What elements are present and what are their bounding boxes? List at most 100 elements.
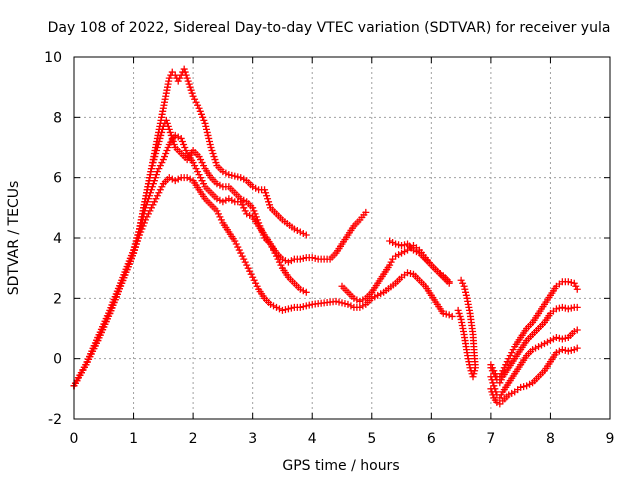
data-point — [183, 74, 191, 82]
data-point — [386, 261, 394, 269]
data-point — [150, 177, 158, 185]
data-point — [148, 183, 156, 191]
data-point — [205, 134, 213, 142]
data-point — [165, 125, 173, 133]
data-point — [145, 192, 153, 200]
data-point — [489, 379, 497, 387]
data-point — [469, 373, 477, 381]
y-tick-label: -2 — [48, 412, 62, 428]
data-point — [261, 186, 269, 194]
data-point — [194, 168, 202, 176]
y-tick-label: 6 — [53, 171, 62, 187]
data-point — [200, 180, 208, 188]
data-point — [195, 171, 203, 179]
data-point — [180, 140, 188, 148]
data-point — [277, 261, 285, 269]
data-point — [496, 379, 504, 387]
data-point — [153, 147, 161, 155]
data-point — [250, 276, 258, 284]
data-point — [163, 147, 171, 155]
series-track-g — [454, 276, 479, 381]
data-point — [509, 346, 517, 354]
data-point — [246, 267, 254, 275]
data-point — [241, 207, 249, 215]
data-point — [155, 165, 163, 173]
data-point — [191, 162, 199, 170]
data-point — [238, 201, 246, 209]
data-point — [178, 137, 186, 145]
data-point — [141, 204, 149, 212]
data-point — [252, 279, 260, 287]
data-point — [488, 376, 496, 384]
data-point — [505, 355, 513, 363]
data-point — [144, 210, 152, 218]
x-tick-label: 6 — [427, 431, 436, 447]
data-point — [146, 207, 154, 215]
data-point — [573, 326, 581, 334]
x-tick-label: 4 — [308, 431, 317, 447]
data-point — [195, 153, 203, 161]
data-point — [213, 207, 221, 215]
data-point — [195, 104, 203, 112]
data-point — [158, 159, 166, 167]
data-point — [265, 198, 273, 206]
x-tick-label: 9 — [606, 431, 615, 447]
data-point — [165, 74, 173, 82]
axis-ticks — [73, 56, 611, 420]
x-tick-label: 3 — [248, 431, 257, 447]
data-point — [144, 195, 152, 203]
data-point — [143, 198, 151, 206]
data-point — [455, 309, 463, 317]
data-point — [199, 113, 207, 121]
data-point — [274, 255, 282, 263]
data-point — [200, 162, 208, 170]
data-point — [460, 282, 468, 290]
data-point — [182, 71, 190, 79]
data-point — [147, 204, 155, 212]
data-point — [164, 144, 172, 151]
data-point — [250, 207, 258, 215]
data-point — [184, 77, 192, 85]
data-point — [241, 258, 249, 266]
data-point — [268, 243, 276, 251]
data-point — [570, 279, 578, 287]
data-point — [497, 391, 505, 399]
data-point — [216, 213, 224, 221]
data-point — [249, 204, 257, 212]
data-point — [264, 195, 272, 203]
data-point — [240, 204, 248, 212]
data-point — [148, 162, 156, 170]
data-point — [249, 273, 257, 281]
data-point — [203, 125, 211, 133]
data-point — [456, 312, 464, 320]
data-point — [192, 98, 200, 106]
data-point — [244, 264, 252, 272]
data-point — [208, 147, 216, 155]
data-point — [237, 198, 245, 206]
data-point — [207, 144, 215, 151]
data-point — [302, 231, 310, 239]
data-point — [153, 192, 161, 200]
series-track-k — [487, 344, 581, 408]
data-point — [508, 349, 516, 357]
data-point — [188, 89, 196, 97]
data-point — [134, 237, 142, 245]
data-point — [137, 228, 145, 236]
data-point — [448, 312, 456, 320]
data-point — [200, 116, 208, 124]
data-point — [141, 216, 149, 224]
data-point — [387, 258, 395, 266]
data-point — [155, 189, 163, 197]
series-track-d — [70, 174, 456, 390]
data-point — [573, 303, 581, 311]
data-point — [147, 186, 155, 194]
data-point — [263, 192, 271, 200]
data-point — [174, 77, 182, 85]
data-point — [149, 180, 157, 188]
data-point — [197, 174, 205, 182]
data-point — [189, 92, 197, 100]
data-point — [209, 150, 217, 158]
data-point — [158, 183, 166, 191]
data-point — [572, 282, 580, 290]
